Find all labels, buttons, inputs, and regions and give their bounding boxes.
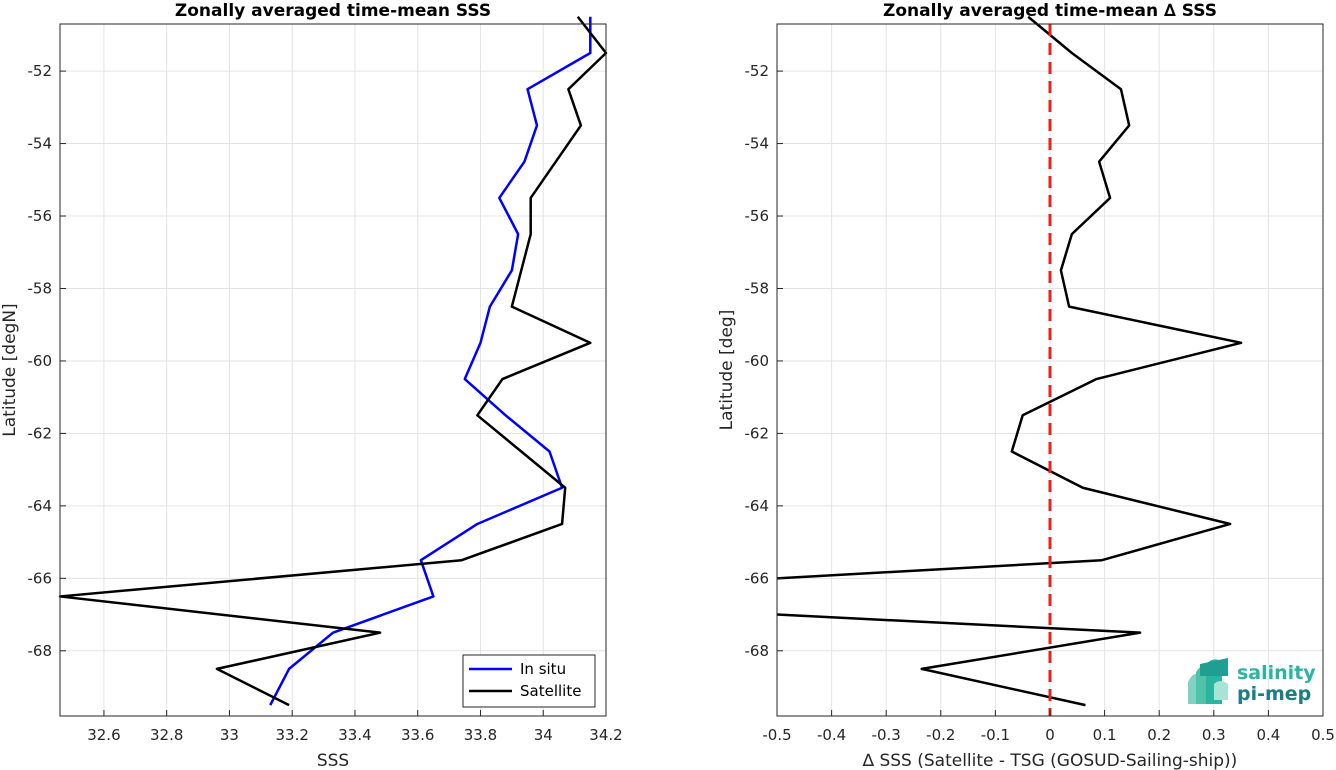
x-tick-label: -0.1 bbox=[981, 726, 1010, 744]
series-line-satellite bbox=[58, 15, 608, 707]
right-y-ticks: -52 -54 -56 -58 -60 -62 -64 -66 -68 bbox=[745, 62, 783, 660]
legend-label-in-situ: In situ bbox=[520, 660, 566, 678]
left-chart-panel: Zonally averaged time-mean SSS 32.6 32.8 3… bbox=[0, 1, 623, 770]
logo-line-2: pi-mep bbox=[1237, 683, 1311, 705]
y-tick-label: -56 bbox=[745, 207, 770, 225]
x-tick-label: -0.4 bbox=[817, 726, 846, 744]
x-tick-label: 33.6 bbox=[401, 726, 434, 744]
x-tick-label: 33 bbox=[220, 726, 239, 744]
y-tick-label: -68 bbox=[28, 642, 53, 660]
series-line-in-situ bbox=[269, 16, 592, 706]
right-x-axis-label: ∆ SSS (Satellite - TSG (GOSUD-Sailing-sh… bbox=[862, 751, 1238, 770]
x-tick-label: 34.2 bbox=[589, 726, 622, 744]
wave-logo-icon bbox=[1188, 658, 1228, 704]
x-tick-label: 0 bbox=[1045, 726, 1055, 744]
y-tick-label: -66 bbox=[745, 569, 770, 587]
delta-sss-line bbox=[776, 613, 1142, 707]
y-tick-label: -58 bbox=[745, 279, 770, 297]
x-tick-label: 0.2 bbox=[1147, 726, 1171, 744]
x-tick-label: 0.3 bbox=[1202, 726, 1226, 744]
left-y-ticks: -52 -54 -56 -58 -60 -62 -64 -66 -68 bbox=[28, 62, 66, 660]
left-chart-axes-box bbox=[59, 23, 607, 717]
x-tick-label: 34 bbox=[534, 726, 553, 744]
left-chart-grid bbox=[60, 24, 607, 716]
legend-label-satellite: Satellite bbox=[520, 682, 581, 700]
logo-line-1: salinity bbox=[1237, 662, 1316, 684]
left-x-ticks: 32.6 32.8 33 33.2 33.4 33.6 33.8 34 34.2 bbox=[87, 710, 623, 744]
right-x-ticks: -0.5 -0.4 -0.3 -0.2 -0.1 0 0.1 0.2 0.3 0.4 0.5 bbox=[762, 710, 1335, 744]
y-tick-label: -68 bbox=[745, 642, 770, 660]
salinity-pi-mep-logo: salinity pi-mep bbox=[1188, 658, 1316, 705]
x-tick-label: -0.5 bbox=[762, 726, 791, 744]
x-tick-label: 33.2 bbox=[276, 726, 309, 744]
x-tick-label: -0.2 bbox=[926, 726, 955, 744]
right-chart-title: Zonally averaged time-mean ∆ SSS bbox=[883, 1, 1217, 21]
y-tick-label: -62 bbox=[28, 424, 53, 442]
left-chart-series bbox=[58, 15, 608, 707]
y-tick-label: -56 bbox=[28, 207, 53, 225]
y-tick-label: -52 bbox=[745, 62, 770, 80]
y-tick-label: -60 bbox=[28, 352, 53, 370]
y-tick-label: -64 bbox=[745, 497, 770, 515]
x-tick-label: 0.1 bbox=[1093, 726, 1117, 744]
y-tick-label: -52 bbox=[28, 62, 53, 80]
right-chart-series bbox=[776, 15, 1243, 707]
y-tick-label: -54 bbox=[745, 135, 770, 153]
y-tick-label: -60 bbox=[745, 352, 770, 370]
right-chart-panel: Zonally averaged time-mean ∆ SSS -0.5 -0.… bbox=[717, 1, 1335, 770]
right-y-axis-label: Latitude [deg] bbox=[717, 310, 737, 431]
x-tick-label: 33.4 bbox=[338, 726, 371, 744]
y-tick-label: -64 bbox=[28, 497, 53, 515]
x-tick-label: 32.8 bbox=[150, 726, 183, 744]
y-tick-label: -54 bbox=[28, 135, 53, 153]
y-tick-label: -66 bbox=[28, 569, 53, 587]
y-tick-label: -62 bbox=[745, 424, 770, 442]
x-tick-label: 0.5 bbox=[1311, 726, 1335, 744]
x-tick-label: -0.3 bbox=[872, 726, 901, 744]
left-chart-title: Zonally averaged time-mean SSS bbox=[175, 1, 491, 21]
left-y-axis-label: Latitude [degN] bbox=[0, 303, 20, 436]
legend-box bbox=[462, 654, 596, 708]
x-tick-label: 32.6 bbox=[87, 726, 120, 744]
x-tick-label: 0.4 bbox=[1256, 726, 1280, 744]
delta-sss-line bbox=[776, 15, 1243, 580]
y-tick-label: -58 bbox=[28, 279, 53, 297]
x-tick-label: 33.8 bbox=[464, 726, 497, 744]
left-x-axis-label: SSS bbox=[317, 751, 349, 770]
legend: In situ Satellite bbox=[462, 654, 596, 708]
